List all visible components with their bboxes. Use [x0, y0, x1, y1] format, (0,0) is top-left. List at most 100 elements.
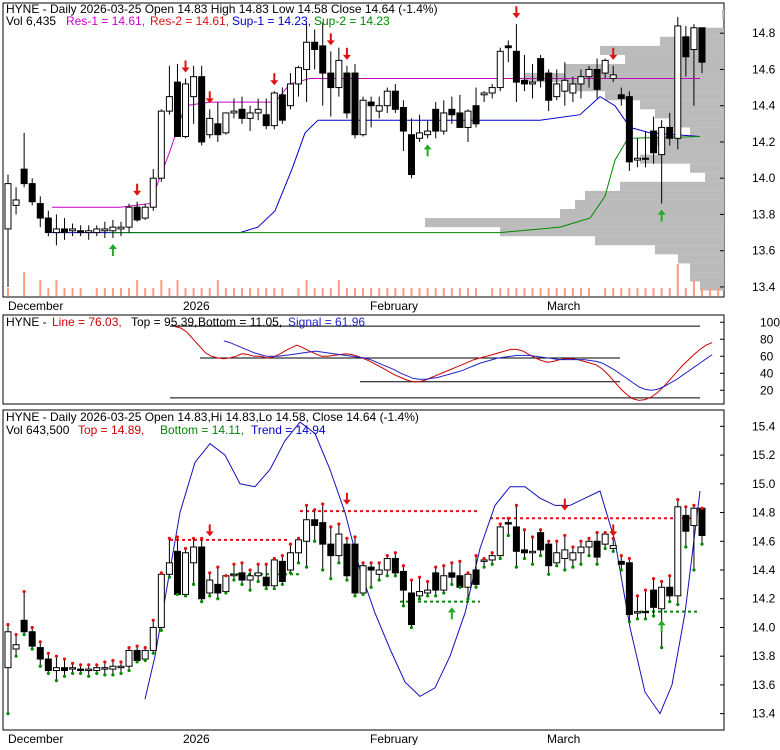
candle-body-85	[690, 27, 698, 50]
boll-hi-dot-68	[555, 539, 559, 543]
volume-bar-51	[418, 288, 421, 296]
volume-bar-86	[701, 288, 703, 296]
boll-lo-dot-45	[369, 585, 373, 589]
boll-body-9	[77, 668, 85, 672]
boll-body-32	[262, 576, 270, 587]
boll-lo-dot-66	[539, 554, 543, 558]
boll-lo-dot-7	[62, 674, 67, 678]
boll-body-20	[165, 562, 173, 575]
sup1-label: Sup-1 = 14.23,	[232, 14, 311, 28]
boll-lo-dot-18	[151, 651, 155, 655]
boll-hi-dot-62	[506, 516, 510, 520]
volume-bar-61	[499, 288, 502, 296]
volume-bar-21	[176, 280, 179, 296]
boll-hi-dot-55	[450, 561, 454, 565]
candle-body-33	[270, 92, 278, 127]
boll-lo-dot-74	[603, 546, 607, 551]
volume-profile-bar-15	[660, 145, 724, 155]
candle-body-60	[488, 87, 496, 94]
boll-hi-dot-69	[563, 533, 567, 538]
volume-bar-40	[329, 288, 332, 296]
price-panel-title: HYNE - Daily 2026-03-25 Open 14.83 High …	[6, 2, 438, 16]
boll-body-31	[254, 572, 262, 577]
boll-hi-dot-65	[530, 535, 535, 539]
boll-hi-dot-30	[248, 568, 252, 572]
volume-bar-88	[717, 288, 720, 296]
boll-body-64	[520, 549, 528, 554]
boll-body-29	[238, 572, 246, 581]
boll-hi-dot-3	[30, 625, 34, 630]
osc-series-1	[223, 340, 713, 391]
candle-body-65	[529, 81, 537, 85]
boll-body-65	[529, 550, 537, 554]
boll-body-82	[666, 586, 674, 597]
candle-body-39	[319, 45, 327, 74]
boll-lo-dot-61	[498, 556, 502, 561]
volume-bar-75	[612, 288, 615, 296]
volume-profile-bar-6	[565, 64, 724, 74]
volume-profile-bar-22	[560, 209, 724, 219]
boll-hi-dot-75	[611, 536, 615, 541]
volume-bar-74	[604, 288, 607, 296]
volume-bar-33	[273, 288, 276, 296]
boll-lo-dot-30	[248, 588, 252, 592]
support-line	[52, 95, 701, 234]
candle-body-78	[633, 157, 641, 161]
x-label-2026: 2026	[183, 299, 210, 313]
boll-hi-dot-36	[296, 536, 301, 541]
boll-lo-dot-52	[426, 594, 430, 598]
volume-bar-5	[47, 288, 50, 296]
volume-bar-42	[345, 288, 348, 296]
boll-lo-dot-50	[409, 625, 414, 630]
volume-bar-17	[144, 288, 147, 296]
boll-hi-dot-28	[232, 562, 236, 566]
boll-hi-dot-74	[603, 531, 607, 535]
volume-profile-bar-27	[678, 254, 724, 264]
boll-hi-dot-10	[87, 663, 91, 667]
volume-bar-85	[692, 280, 695, 296]
x-label-march-2: March	[547, 732, 580, 745]
x-label-december: December	[8, 299, 63, 313]
candle-body-71	[577, 76, 585, 85]
boll-hi-dot-17	[143, 645, 147, 650]
boll-tick-label-2: 13.8	[752, 649, 776, 663]
oscillator-lines	[170, 325, 713, 401]
boll-hi-dot-14	[119, 660, 123, 664]
signal-arrow-6-head	[512, 13, 521, 19]
boll-hi-dot-44	[361, 561, 365, 565]
boll-hi-dot-63	[514, 503, 518, 507]
boll-body-7	[60, 667, 68, 672]
signal-arrow-2-head	[205, 98, 214, 104]
candle-body-0	[4, 183, 12, 230]
boll-body-8	[69, 667, 77, 670]
boll-body-73	[593, 540, 601, 558]
boll-lo-dot-13	[111, 673, 115, 677]
boll-hi-dot-1	[14, 633, 18, 637]
boll-body-13	[109, 665, 117, 670]
osc-tick-label-3: 80	[760, 332, 774, 346]
boll-hi-dot-80	[651, 577, 656, 581]
signal-arrow-0-head	[133, 190, 142, 196]
boll-hi-dot-52	[426, 579, 430, 584]
volume-profile-bar-29	[690, 272, 724, 282]
candle-body-50	[407, 134, 415, 176]
boll-body-11	[93, 667, 101, 672]
boll-body-51	[416, 591, 424, 597]
volume-profile-bar-17	[690, 163, 724, 173]
boll-body-47	[383, 558, 391, 571]
candle-body-14	[117, 226, 125, 230]
boll-lo-dot-80	[651, 614, 656, 618]
boll-hi-dot-40	[329, 525, 333, 529]
candle-body-21	[173, 81, 181, 137]
bollinger-panel-title: HYNE - Daily 2026-03-25 Open 14.83,Hi 14…	[6, 410, 419, 424]
signal-value-label: Signal = 61.96	[288, 315, 365, 329]
boll-body-10	[85, 668, 93, 672]
boll-arrow-4-head	[447, 607, 456, 613]
boll-lo-dot-78	[635, 617, 640, 621]
boll-lo-dot-9	[79, 671, 83, 676]
boll-tick-label-0: 13.4	[752, 707, 776, 721]
candle-body-10	[85, 230, 93, 234]
bollinger-curve	[144, 421, 701, 715]
boll-lo-dot-0	[6, 712, 10, 716]
price-tick-label-3: 14.0	[752, 171, 776, 185]
